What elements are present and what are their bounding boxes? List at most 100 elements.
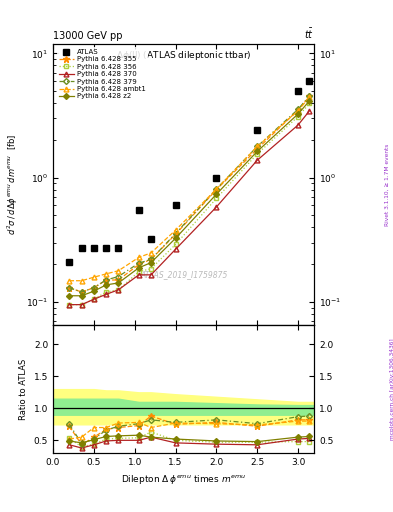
Pythia 6.428 356 <box>67 302 72 308</box>
Pythia 6.428 370 <box>67 302 72 308</box>
Pythia 6.428 z2 <box>79 293 84 299</box>
Pythia 6.428 370 <box>104 291 108 297</box>
Pythia 6.428 370 <box>149 272 153 278</box>
Pythia 6.428 ambt1 <box>104 271 108 277</box>
ATLAS <box>149 236 153 242</box>
Text: mcplots.cern.ch [arXiv:1306.3436]: mcplots.cern.ch [arXiv:1306.3436] <box>390 338 393 440</box>
Line: Pythia 6.428 ambt1: Pythia 6.428 ambt1 <box>67 95 312 283</box>
Pythia 6.428 379 <box>149 256 153 262</box>
ATLAS <box>214 175 219 181</box>
ATLAS <box>173 202 178 208</box>
Pythia 6.428 355 <box>149 256 153 262</box>
Pythia 6.428 355 <box>255 146 260 152</box>
Pythia 6.428 ambt1 <box>67 278 72 284</box>
Pythia 6.428 379 <box>255 143 260 150</box>
Pythia 6.428 356 <box>255 151 260 157</box>
Pythia 6.428 355 <box>79 289 84 295</box>
Pythia 6.428 379 <box>79 289 84 295</box>
Line: ATLAS: ATLAS <box>66 78 312 265</box>
Pythia 6.428 355 <box>92 285 96 291</box>
Pythia 6.428 355 <box>214 186 219 193</box>
Pythia 6.428 379 <box>67 285 72 291</box>
Pythia 6.428 z2 <box>116 280 121 286</box>
Text: 13000 GeV pp: 13000 GeV pp <box>53 31 123 41</box>
Pythia 6.428 370 <box>255 157 260 163</box>
Pythia 6.428 370 <box>116 287 121 293</box>
Pythia 6.428 370 <box>79 302 84 308</box>
Y-axis label: Ratio to ATLAS: Ratio to ATLAS <box>19 358 28 420</box>
Pythia 6.428 379 <box>307 93 312 99</box>
Pythia 6.428 ambt1 <box>116 268 121 274</box>
Pythia 6.428 z2 <box>307 98 312 104</box>
Pythia 6.428 z2 <box>255 148 260 155</box>
Pythia 6.428 ambt1 <box>92 274 96 280</box>
Line: Pythia 6.428 370: Pythia 6.428 370 <box>67 109 312 307</box>
Pythia 6.428 355 <box>136 262 141 268</box>
Pythia 6.428 ambt1 <box>307 94 312 100</box>
Pythia 6.428 379 <box>173 230 178 237</box>
Pythia 6.428 356 <box>79 302 84 308</box>
Pythia 6.428 355 <box>104 277 108 283</box>
Pythia 6.428 ambt1 <box>173 227 178 233</box>
Pythia 6.428 z2 <box>173 235 178 241</box>
Pythia 6.428 370 <box>173 246 178 252</box>
X-axis label: Dilepton $\Delta\,\phi^{emu}$ times $m^{emu}$: Dilepton $\Delta\,\phi^{emu}$ times $m^{… <box>121 473 246 485</box>
Pythia 6.428 355 <box>67 285 72 291</box>
Pythia 6.428 379 <box>104 277 108 283</box>
ATLAS <box>79 245 84 251</box>
Pythia 6.428 370 <box>296 122 300 128</box>
Text: ATLAS_2019_I1759875: ATLAS_2019_I1759875 <box>140 270 228 279</box>
Pythia 6.428 356 <box>307 100 312 106</box>
Pythia 6.428 z2 <box>136 265 141 271</box>
Pythia 6.428 355 <box>116 277 121 283</box>
Pythia 6.428 ambt1 <box>296 108 300 114</box>
Pythia 6.428 370 <box>136 272 141 278</box>
Pythia 6.428 356 <box>214 196 219 202</box>
ATLAS <box>296 88 300 94</box>
Text: $t\bar{t}$: $t\bar{t}$ <box>305 27 314 41</box>
Pythia 6.428 z2 <box>67 293 72 299</box>
ATLAS <box>307 78 312 84</box>
Pythia 6.428 356 <box>173 241 178 247</box>
Line: Pythia 6.428 355: Pythia 6.428 355 <box>66 93 313 295</box>
ATLAS <box>136 207 141 213</box>
Pythia 6.428 379 <box>214 186 219 192</box>
Pythia 6.428 379 <box>296 106 300 112</box>
Pythia 6.428 355 <box>307 93 312 99</box>
Y-axis label: $d^2\sigma\,/\,d\Delta\phi^{emu}\,dm^{emu}$  [fb]: $d^2\sigma\,/\,d\Delta\phi^{emu}\,dm^{em… <box>6 134 20 235</box>
Pythia 6.428 370 <box>92 296 96 302</box>
Pythia 6.428 370 <box>307 108 312 114</box>
Text: Rivet 3.1.10, ≥ 1.7M events: Rivet 3.1.10, ≥ 1.7M events <box>385 143 389 225</box>
Pythia 6.428 z2 <box>296 111 300 117</box>
Pythia 6.428 355 <box>173 231 178 238</box>
Pythia 6.428 356 <box>296 114 300 120</box>
ATLAS <box>92 245 96 251</box>
Pythia 6.428 379 <box>92 285 96 291</box>
Text: $\Delta\phi$(ll) (ATLAS dileptonic ttbar): $\Delta\phi$(ll) (ATLAS dileptonic ttbar… <box>116 49 252 62</box>
Pythia 6.428 356 <box>92 296 96 302</box>
ATLAS <box>255 127 260 134</box>
ATLAS <box>67 259 72 265</box>
Pythia 6.428 356 <box>104 289 108 295</box>
Pythia 6.428 356 <box>149 266 153 272</box>
Pythia 6.428 355 <box>296 107 300 113</box>
Pythia 6.428 356 <box>136 269 141 275</box>
Line: Pythia 6.428 379: Pythia 6.428 379 <box>67 94 312 294</box>
Pythia 6.428 z2 <box>92 288 96 294</box>
Pythia 6.428 ambt1 <box>136 254 141 261</box>
Pythia 6.428 379 <box>116 273 121 280</box>
Pythia 6.428 ambt1 <box>149 250 153 256</box>
Pythia 6.428 ambt1 <box>214 186 219 192</box>
Pythia 6.428 370 <box>214 204 219 210</box>
Pythia 6.428 379 <box>136 260 141 266</box>
Pythia 6.428 ambt1 <box>79 278 84 284</box>
Pythia 6.428 ambt1 <box>255 143 260 150</box>
ATLAS <box>104 245 108 251</box>
Legend: ATLAS, Pythia 6.428 355, Pythia 6.428 356, Pythia 6.428 370, Pythia 6.428 379, P: ATLAS, Pythia 6.428 355, Pythia 6.428 35… <box>57 47 148 101</box>
Pythia 6.428 z2 <box>104 282 108 288</box>
Pythia 6.428 356 <box>116 287 121 293</box>
Pythia 6.428 z2 <box>149 260 153 266</box>
Line: Pythia 6.428 356: Pythia 6.428 356 <box>67 101 312 307</box>
ATLAS <box>116 245 121 251</box>
Line: Pythia 6.428 z2: Pythia 6.428 z2 <box>67 99 312 298</box>
